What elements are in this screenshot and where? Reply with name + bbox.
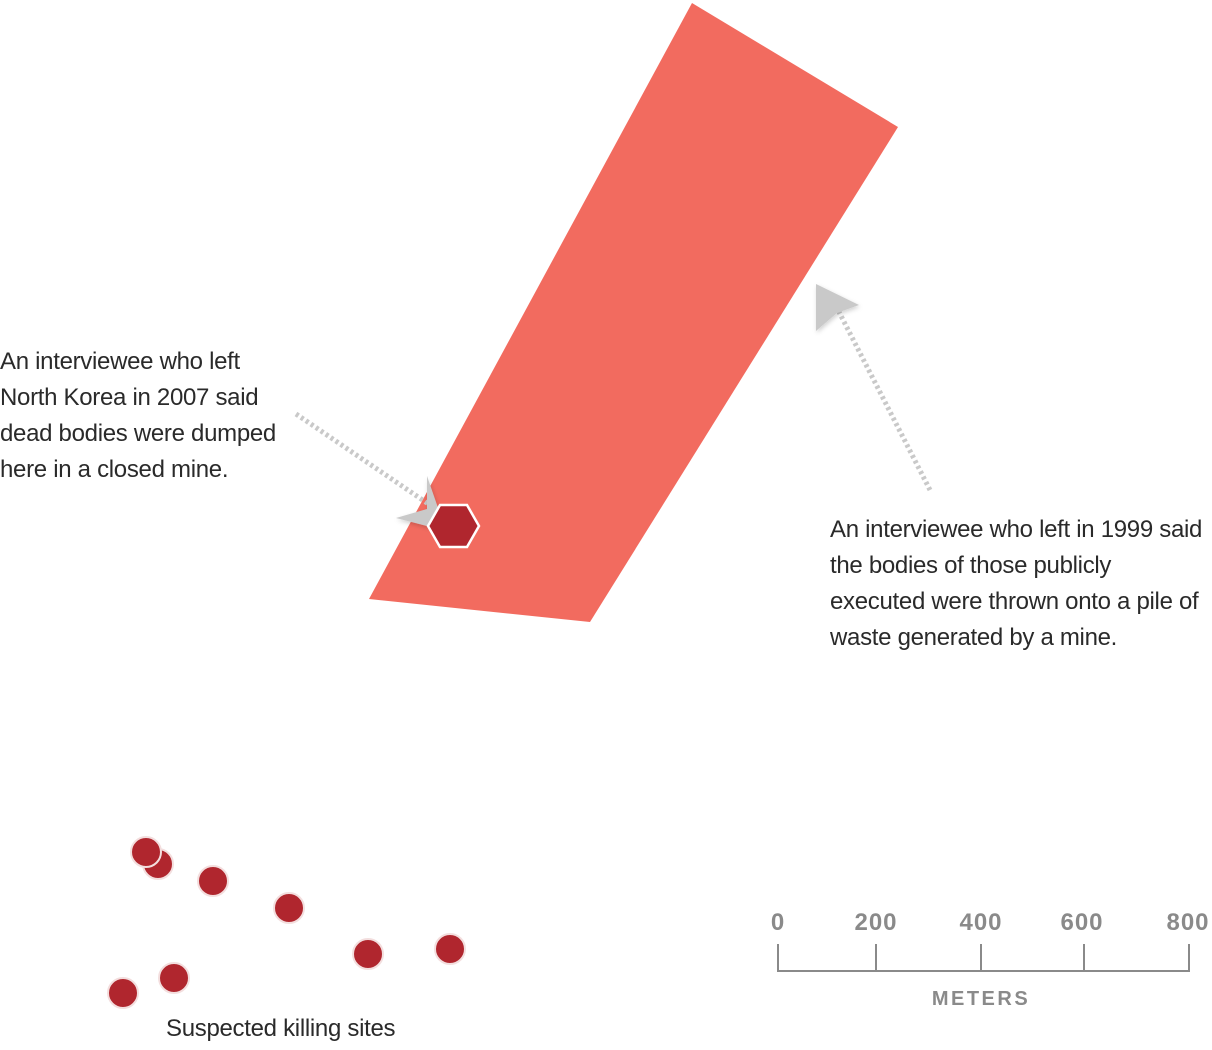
left-annotation-arrow <box>294 411 446 531</box>
scale-bar: 0 200 400 600 800 METERS <box>771 909 1209 1010</box>
arrowhead-icon <box>816 284 859 331</box>
circle-marker-icon <box>130 836 162 868</box>
right-annotation-text: An interviewee who left in 1999 said the… <box>830 516 1203 651</box>
left-annotation-text: An interviewee who left North Korea in 2… <box>0 348 276 483</box>
legend-label: Suspected killing sites <box>166 1015 396 1042</box>
scale-tick-label-0: 0 <box>771 909 785 936</box>
dotted-arrow-icon <box>835 308 933 492</box>
hexagon-marker-icon <box>426 503 481 549</box>
scale-tick-label-400: 400 <box>959 909 1002 936</box>
circle-marker-icon <box>197 865 229 897</box>
scale-tick-label-200: 200 <box>854 909 897 936</box>
circle-marker-icon <box>352 938 384 970</box>
scale-unit-label: METERS <box>932 988 1030 1010</box>
right-annotation-arrow <box>816 284 933 492</box>
circle-marker-icon <box>107 977 139 1009</box>
dotted-arrow-icon <box>294 411 432 508</box>
circle-marker-icon <box>434 933 466 965</box>
circle-marker-icon <box>273 892 305 924</box>
legend-markers <box>107 836 466 1009</box>
circle-marker-icon <box>158 962 190 994</box>
scale-tick-label-800: 800 <box>1166 909 1209 936</box>
scale-tick-label-600: 600 <box>1060 909 1103 936</box>
mine-waste-area <box>369 3 898 622</box>
